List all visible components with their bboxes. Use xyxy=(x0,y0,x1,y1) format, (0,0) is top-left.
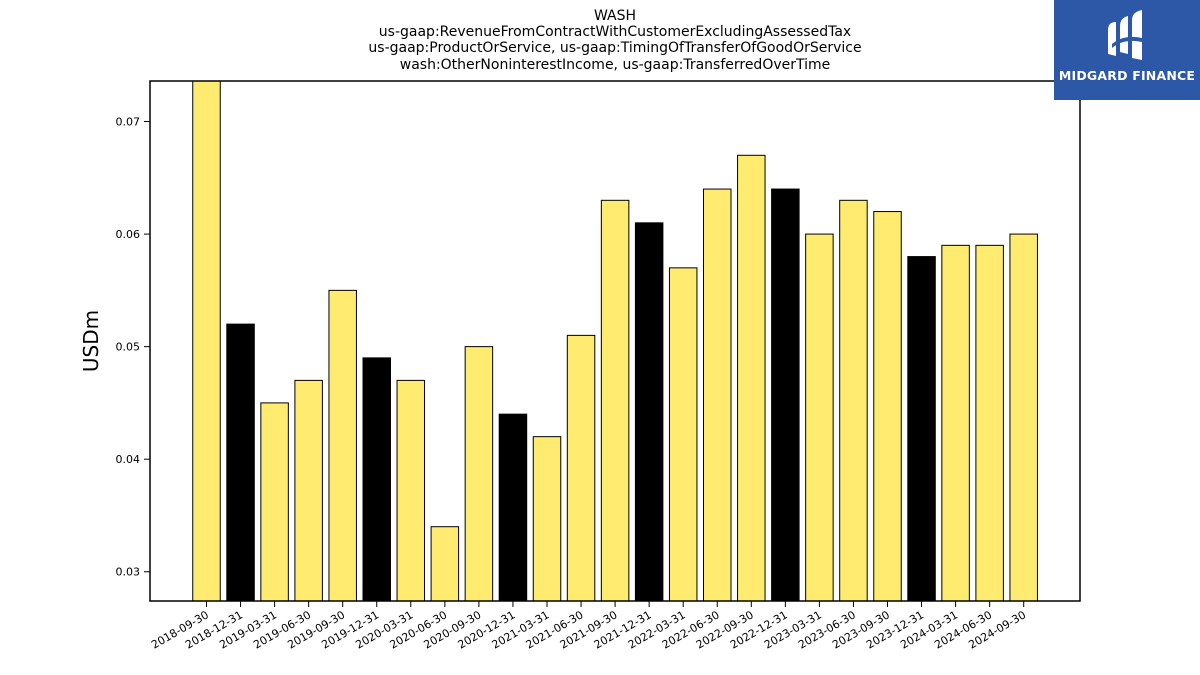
bar-2022-06-30 xyxy=(703,188,732,602)
y-axis: 0.03 0.04 0.05 0.06 0.07 xyxy=(116,116,150,579)
plot-frame xyxy=(149,80,1081,602)
bar-2018-12-31 xyxy=(226,323,255,602)
bar-2020-12-31 xyxy=(498,413,528,602)
bar-2024-06-30 xyxy=(975,244,1004,602)
bar-2019-03-31 xyxy=(260,402,289,602)
y-tick-label: 0.05 xyxy=(116,341,141,354)
bar-2024-09-30 xyxy=(1009,233,1038,602)
bar-2023-03-31 xyxy=(805,233,834,602)
title-line-1: WASH xyxy=(594,8,636,24)
y-tick-label: 0.04 xyxy=(116,453,141,466)
bar-2020-09-30 xyxy=(464,346,494,602)
bar-2021-03-31 xyxy=(532,436,562,602)
y-tick-label: 0.03 xyxy=(116,566,141,579)
y-axis-label: USDm xyxy=(79,310,103,372)
y-tick-label: 0.07 xyxy=(116,116,141,129)
bar-2022-12-31 xyxy=(771,188,800,602)
bar-2020-06-30 xyxy=(430,526,460,602)
bar-2022-03-31 xyxy=(668,267,698,602)
bar-2021-06-30 xyxy=(566,334,596,602)
bar-2024-03-31 xyxy=(941,244,970,602)
bar-2021-09-30 xyxy=(600,199,630,602)
bar-2022-09-30 xyxy=(737,154,766,602)
bar-2019-06-30 xyxy=(294,379,323,602)
midgard-logo-icon xyxy=(1108,10,1142,60)
bar-2019-12-31 xyxy=(362,357,391,602)
title-line-2: us-gaap:RevenueFromContractWithCustomerE… xyxy=(379,24,851,40)
bar-2019-09-30 xyxy=(328,289,357,602)
bar-2023-12-31 xyxy=(907,256,936,602)
bar-2023-06-30 xyxy=(839,199,868,602)
y-tick-label: 0.06 xyxy=(116,228,141,241)
bar-2020-03-31 xyxy=(396,379,426,602)
bars-group xyxy=(192,80,1038,602)
midgard-finance-logo: MIDGARD FINANCE xyxy=(1054,0,1200,100)
x-axis: 2018-09-302018-12-312019-03-312019-06-30… xyxy=(149,601,1028,652)
logo-text: MIDGARD FINANCE xyxy=(1058,68,1196,83)
title-line-3: us-gaap:ProductOrService, us-gaap:Timing… xyxy=(368,40,861,56)
chart-title: WASH us-gaap:RevenueFromContractWithCust… xyxy=(368,8,861,73)
title-line-4: wash:OtherNoninterestIncome, us-gaap:Tra… xyxy=(400,57,831,73)
bar-2021-12-31 xyxy=(634,222,664,602)
bar-2023-09-30 xyxy=(873,211,902,602)
bar-2018-09-30 xyxy=(192,80,221,602)
